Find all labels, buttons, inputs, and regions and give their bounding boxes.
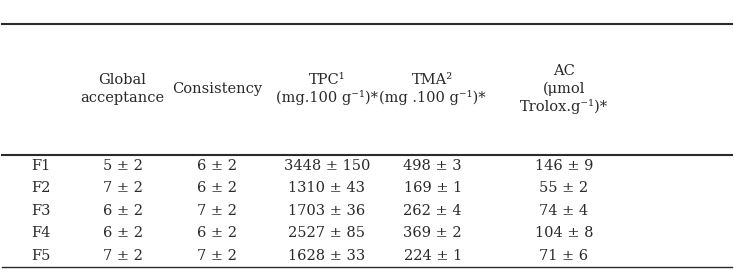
Text: 1628 ± 33: 1628 ± 33 <box>288 249 366 263</box>
Text: TPC¹
(mg.100 g⁻¹)*: TPC¹ (mg.100 g⁻¹)* <box>276 73 378 106</box>
Text: 74 ± 4: 74 ± 4 <box>539 204 589 218</box>
Text: 5 ± 2: 5 ± 2 <box>103 159 142 173</box>
Text: 3448 ± 150: 3448 ± 150 <box>283 159 370 173</box>
Text: F2: F2 <box>32 181 51 196</box>
Text: 6 ± 2: 6 ± 2 <box>197 227 237 240</box>
Text: 1703 ± 36: 1703 ± 36 <box>288 204 366 218</box>
Text: 6 ± 2: 6 ± 2 <box>103 204 142 218</box>
Text: 55 ± 2: 55 ± 2 <box>539 181 589 196</box>
Text: TMA²
(mg .100 g⁻¹)*: TMA² (mg .100 g⁻¹)* <box>379 73 486 106</box>
Text: 104 ± 8: 104 ± 8 <box>535 227 593 240</box>
Text: 146 ± 9: 146 ± 9 <box>535 159 593 173</box>
Text: 262 ± 4: 262 ± 4 <box>404 204 462 218</box>
Text: AC
(μmol
Trolox.g⁻¹)*: AC (μmol Trolox.g⁻¹)* <box>520 64 608 114</box>
Text: 2527 ± 85: 2527 ± 85 <box>288 227 366 240</box>
Text: F4: F4 <box>32 227 51 240</box>
Text: 7 ± 2: 7 ± 2 <box>197 204 237 218</box>
Text: 1310 ± 43: 1310 ± 43 <box>288 181 366 196</box>
Text: 6 ± 2: 6 ± 2 <box>197 159 237 173</box>
Text: 6 ± 2: 6 ± 2 <box>197 181 237 196</box>
Text: F3: F3 <box>32 204 51 218</box>
Text: F5: F5 <box>32 249 51 263</box>
Text: 169 ± 1: 169 ± 1 <box>404 181 462 196</box>
Text: 369 ± 2: 369 ± 2 <box>404 227 462 240</box>
Text: 224 ± 1: 224 ± 1 <box>404 249 462 263</box>
Text: Global
acceptance: Global acceptance <box>81 73 164 105</box>
Text: 7 ± 2: 7 ± 2 <box>197 249 237 263</box>
Text: Consistency: Consistency <box>172 82 263 96</box>
Text: 71 ± 6: 71 ± 6 <box>539 249 589 263</box>
Text: 7 ± 2: 7 ± 2 <box>103 249 142 263</box>
Text: F1: F1 <box>32 159 51 173</box>
Text: 6 ± 2: 6 ± 2 <box>103 227 142 240</box>
Text: 7 ± 2: 7 ± 2 <box>103 181 142 196</box>
Text: 498 ± 3: 498 ± 3 <box>404 159 462 173</box>
